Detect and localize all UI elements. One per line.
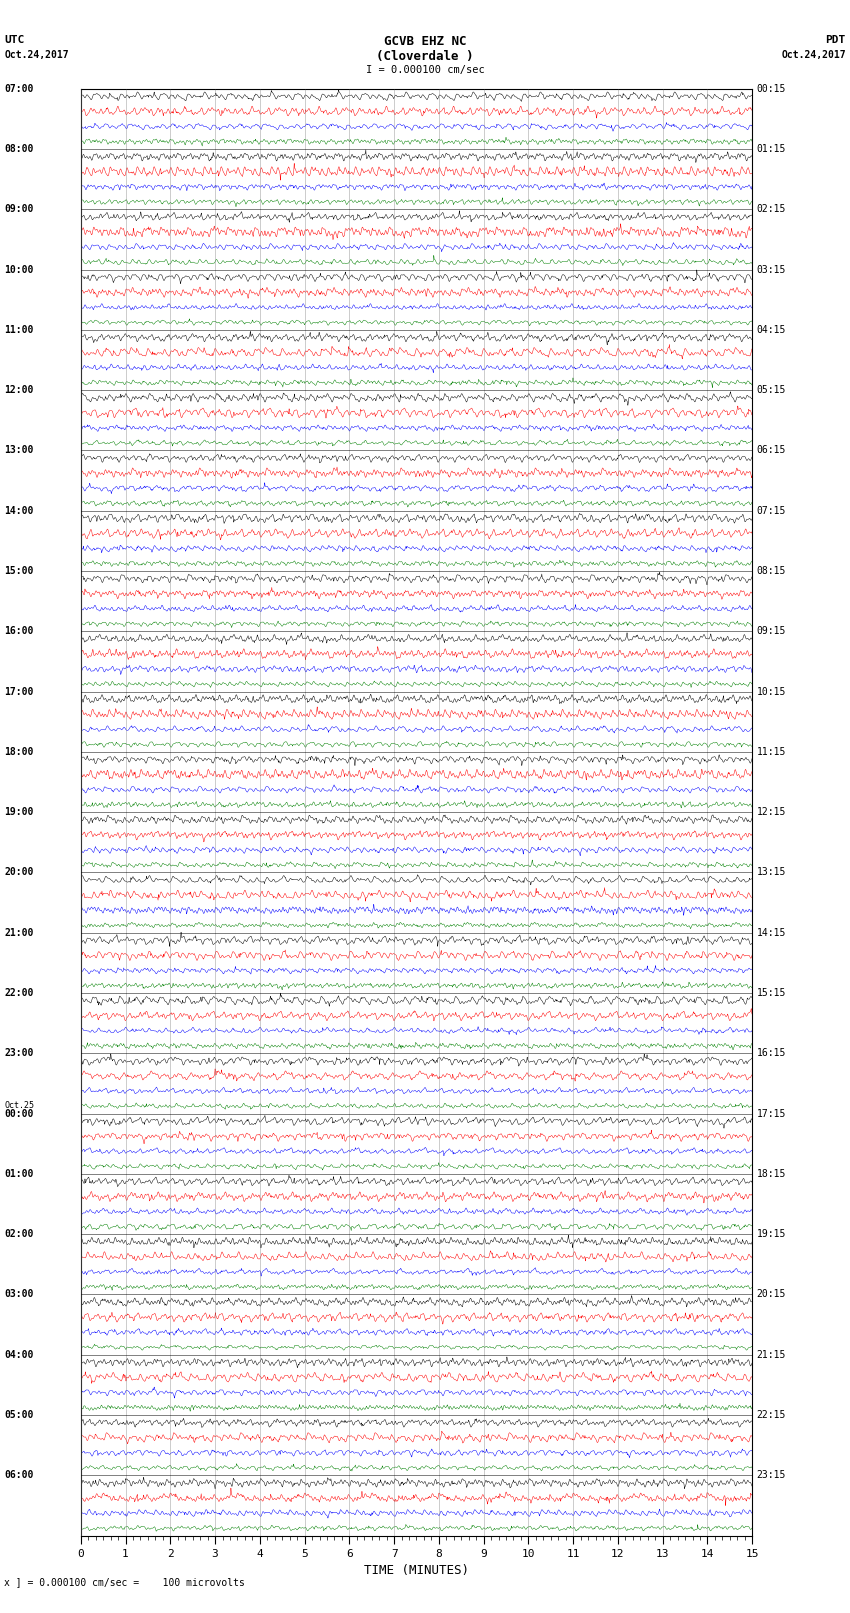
Text: 17:00: 17:00 [4,687,34,697]
Text: 06:15: 06:15 [756,445,786,455]
Text: 01:00: 01:00 [4,1169,34,1179]
Text: 00:15: 00:15 [756,84,786,94]
Text: 07:00: 07:00 [4,84,34,94]
Text: 23:00: 23:00 [4,1048,34,1058]
Text: 20:00: 20:00 [4,868,34,877]
Text: 00:00: 00:00 [4,1108,34,1118]
Text: 01:15: 01:15 [756,144,786,153]
Text: 07:15: 07:15 [756,506,786,516]
Text: 22:15: 22:15 [756,1410,786,1419]
Text: 05:00: 05:00 [4,1410,34,1419]
Text: 13:00: 13:00 [4,445,34,455]
Text: 19:15: 19:15 [756,1229,786,1239]
Text: 05:15: 05:15 [756,386,786,395]
Text: 09:00: 09:00 [4,205,34,215]
Text: 09:15: 09:15 [756,626,786,636]
Text: 12:00: 12:00 [4,386,34,395]
Text: Oct.24,2017: Oct.24,2017 [4,50,69,60]
Text: 18:15: 18:15 [756,1169,786,1179]
Text: 15:15: 15:15 [756,989,786,998]
Text: I = 0.000100 cm/sec: I = 0.000100 cm/sec [366,65,484,74]
Text: 08:00: 08:00 [4,144,34,153]
Text: x ] = 0.000100 cm/sec =    100 microvolts: x ] = 0.000100 cm/sec = 100 microvolts [4,1578,245,1587]
Text: 11:15: 11:15 [756,747,786,756]
Text: 17:15: 17:15 [756,1108,786,1118]
Text: 13:15: 13:15 [756,868,786,877]
Text: Oct.25: Oct.25 [4,1102,34,1110]
Text: 02:15: 02:15 [756,205,786,215]
Text: 16:15: 16:15 [756,1048,786,1058]
Text: 21:15: 21:15 [756,1350,786,1360]
Text: 23:15: 23:15 [756,1471,786,1481]
Text: 10:15: 10:15 [756,687,786,697]
Text: PDT: PDT [825,35,846,45]
Text: 16:00: 16:00 [4,626,34,636]
Text: GCVB EHZ NC: GCVB EHZ NC [383,35,467,48]
Text: 03:00: 03:00 [4,1289,34,1300]
Text: 19:00: 19:00 [4,806,34,818]
Text: 04:00: 04:00 [4,1350,34,1360]
Text: 14:15: 14:15 [756,927,786,937]
Text: UTC: UTC [4,35,25,45]
Text: 11:00: 11:00 [4,324,34,336]
Text: 21:00: 21:00 [4,927,34,937]
Text: 03:15: 03:15 [756,265,786,274]
Text: 04:15: 04:15 [756,324,786,336]
Text: 22:00: 22:00 [4,989,34,998]
X-axis label: TIME (MINUTES): TIME (MINUTES) [364,1565,469,1578]
Text: 08:15: 08:15 [756,566,786,576]
Text: 06:00: 06:00 [4,1471,34,1481]
Text: 20:15: 20:15 [756,1289,786,1300]
Text: 18:00: 18:00 [4,747,34,756]
Text: 14:00: 14:00 [4,506,34,516]
Text: 10:00: 10:00 [4,265,34,274]
Text: 02:00: 02:00 [4,1229,34,1239]
Text: 15:00: 15:00 [4,566,34,576]
Text: 12:15: 12:15 [756,806,786,818]
Text: Oct.24,2017: Oct.24,2017 [781,50,846,60]
Text: (Cloverdale ): (Cloverdale ) [377,50,473,63]
